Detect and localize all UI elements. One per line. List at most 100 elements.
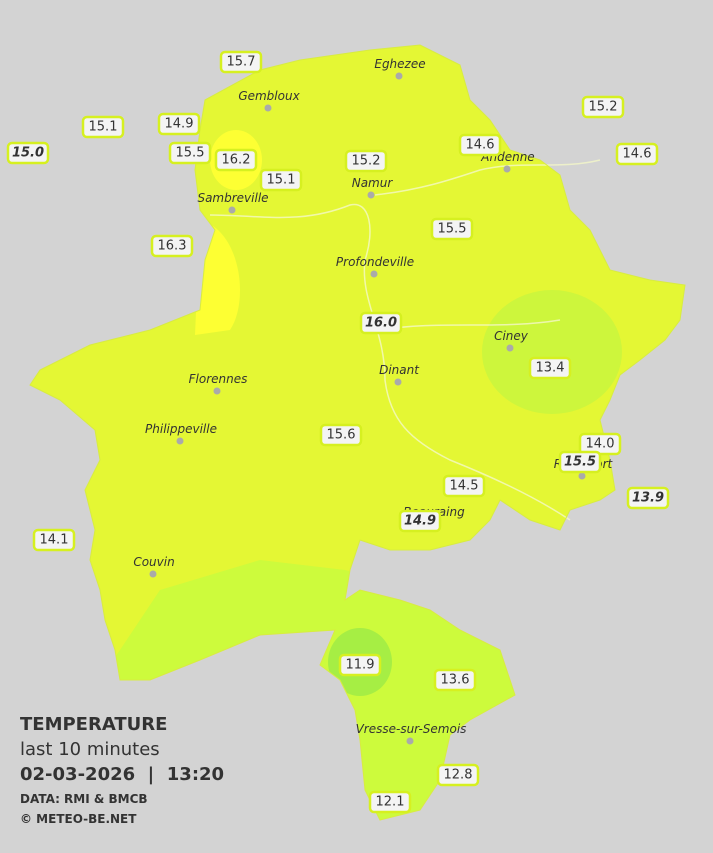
station-box [32,528,76,552]
station: 15.0 [6,141,50,165]
station: 12.8 [436,763,480,787]
station: 15.5 [430,217,474,241]
station: 11.9 [338,653,382,677]
town-dot [578,472,586,480]
town-label: Florennes [189,372,248,386]
station: 13.6 [433,668,477,692]
town-dot [149,570,157,578]
station-box [150,234,194,258]
legend-datetime: 02-03-2026 | 13:20 [20,764,224,785]
station-value: 14.5 [450,479,479,494]
station-value: 13.9 [632,491,664,506]
station-value: 13.6 [441,673,470,688]
station-box [430,217,474,241]
station-value: 15.1 [89,120,118,135]
station: 13.9 [626,486,670,510]
station-value: 12.1 [376,795,405,810]
station-value: 15.6 [327,428,356,443]
station: 15.1 [81,115,125,139]
station: 14.5 [442,474,486,498]
station-value: 15.5 [564,455,596,470]
station-box [81,115,125,139]
station-box [368,790,412,814]
town-dot [395,72,403,80]
station-box [581,95,625,119]
station-box [442,474,486,498]
station-value: 13.4 [536,361,565,376]
station: 16.3 [150,234,194,258]
town-dot [406,737,414,745]
station-box [214,148,258,172]
station: 15.6 [319,423,363,447]
station-value: 15.1 [267,173,296,188]
town-dot [228,206,236,214]
station-value: 15.0 [12,146,44,161]
zone-cool [482,290,622,414]
station: 16.2 [214,148,258,172]
town-dot [394,378,402,386]
town-dot [213,387,221,395]
station-value: 14.0 [586,437,615,452]
station: 14.9 [398,509,442,533]
town-label: Eghezee [374,57,425,71]
legend: TEMPERATURE last 10 minutes 02-03-2026 |… [20,714,224,826]
station: 15.2 [344,149,388,173]
town-label: Philippeville [145,422,217,436]
station: 15.1 [259,168,303,192]
town-label: Profondeville [336,255,414,269]
station-box [338,653,382,677]
town-label: Sambreville [197,191,268,205]
station-value: 14.9 [165,117,194,132]
legend-copyright: © METEO-BE.NET [20,812,137,826]
station-value: 16.3 [158,239,187,254]
town-label: Couvin [133,555,174,569]
station-value: 15.5 [438,222,467,237]
station-box [398,509,442,533]
station-value: 15.2 [589,100,618,115]
town-dot [506,344,514,352]
station: 15.2 [581,95,625,119]
station-box [615,142,659,166]
station: 15.5 [558,450,602,474]
station-box [168,141,212,165]
station-value: 15.5 [176,146,205,161]
station: 14.9 [157,112,201,136]
station-value: 14.1 [40,533,69,548]
station-box [344,149,388,173]
town-label: Namur [352,176,394,190]
station-box [259,168,303,192]
station-box [626,486,670,510]
station: 14.0 [578,432,622,456]
station-value: 16.0 [365,316,397,331]
stations: 15.7 15.1 14.9 15.0 15.5 16.2 15.1 15.2 14.6 15.2… [6,50,670,814]
town-dot [176,437,184,445]
station-box [157,112,201,136]
station: 16.0 [359,311,403,335]
station-value: 15.7 [227,55,256,70]
station: 15.7 [219,50,263,74]
legend-period: last 10 minutes [20,739,160,760]
town-label: Dinant [379,363,420,377]
town-dot [370,270,378,278]
station-box [219,50,263,74]
town-label: Ciney [494,329,529,343]
station-box [359,311,403,335]
station: 15.5 [168,141,212,165]
legend-source: DATA: RMI & BMCB [20,792,148,806]
station-box [436,763,480,787]
town-dot [367,191,375,199]
station-box [558,450,602,474]
station-box [458,133,502,157]
station-value: 14.6 [623,147,652,162]
station-value: 14.6 [466,138,495,153]
station-value: 11.9 [346,658,375,673]
station-box [528,356,572,380]
town-dot [264,104,272,112]
station-value: 14.9 [404,514,436,529]
station-box [6,141,50,165]
station-value: 16.2 [222,153,251,168]
station: 13.4 [528,356,572,380]
station-value: 12.8 [444,768,473,783]
